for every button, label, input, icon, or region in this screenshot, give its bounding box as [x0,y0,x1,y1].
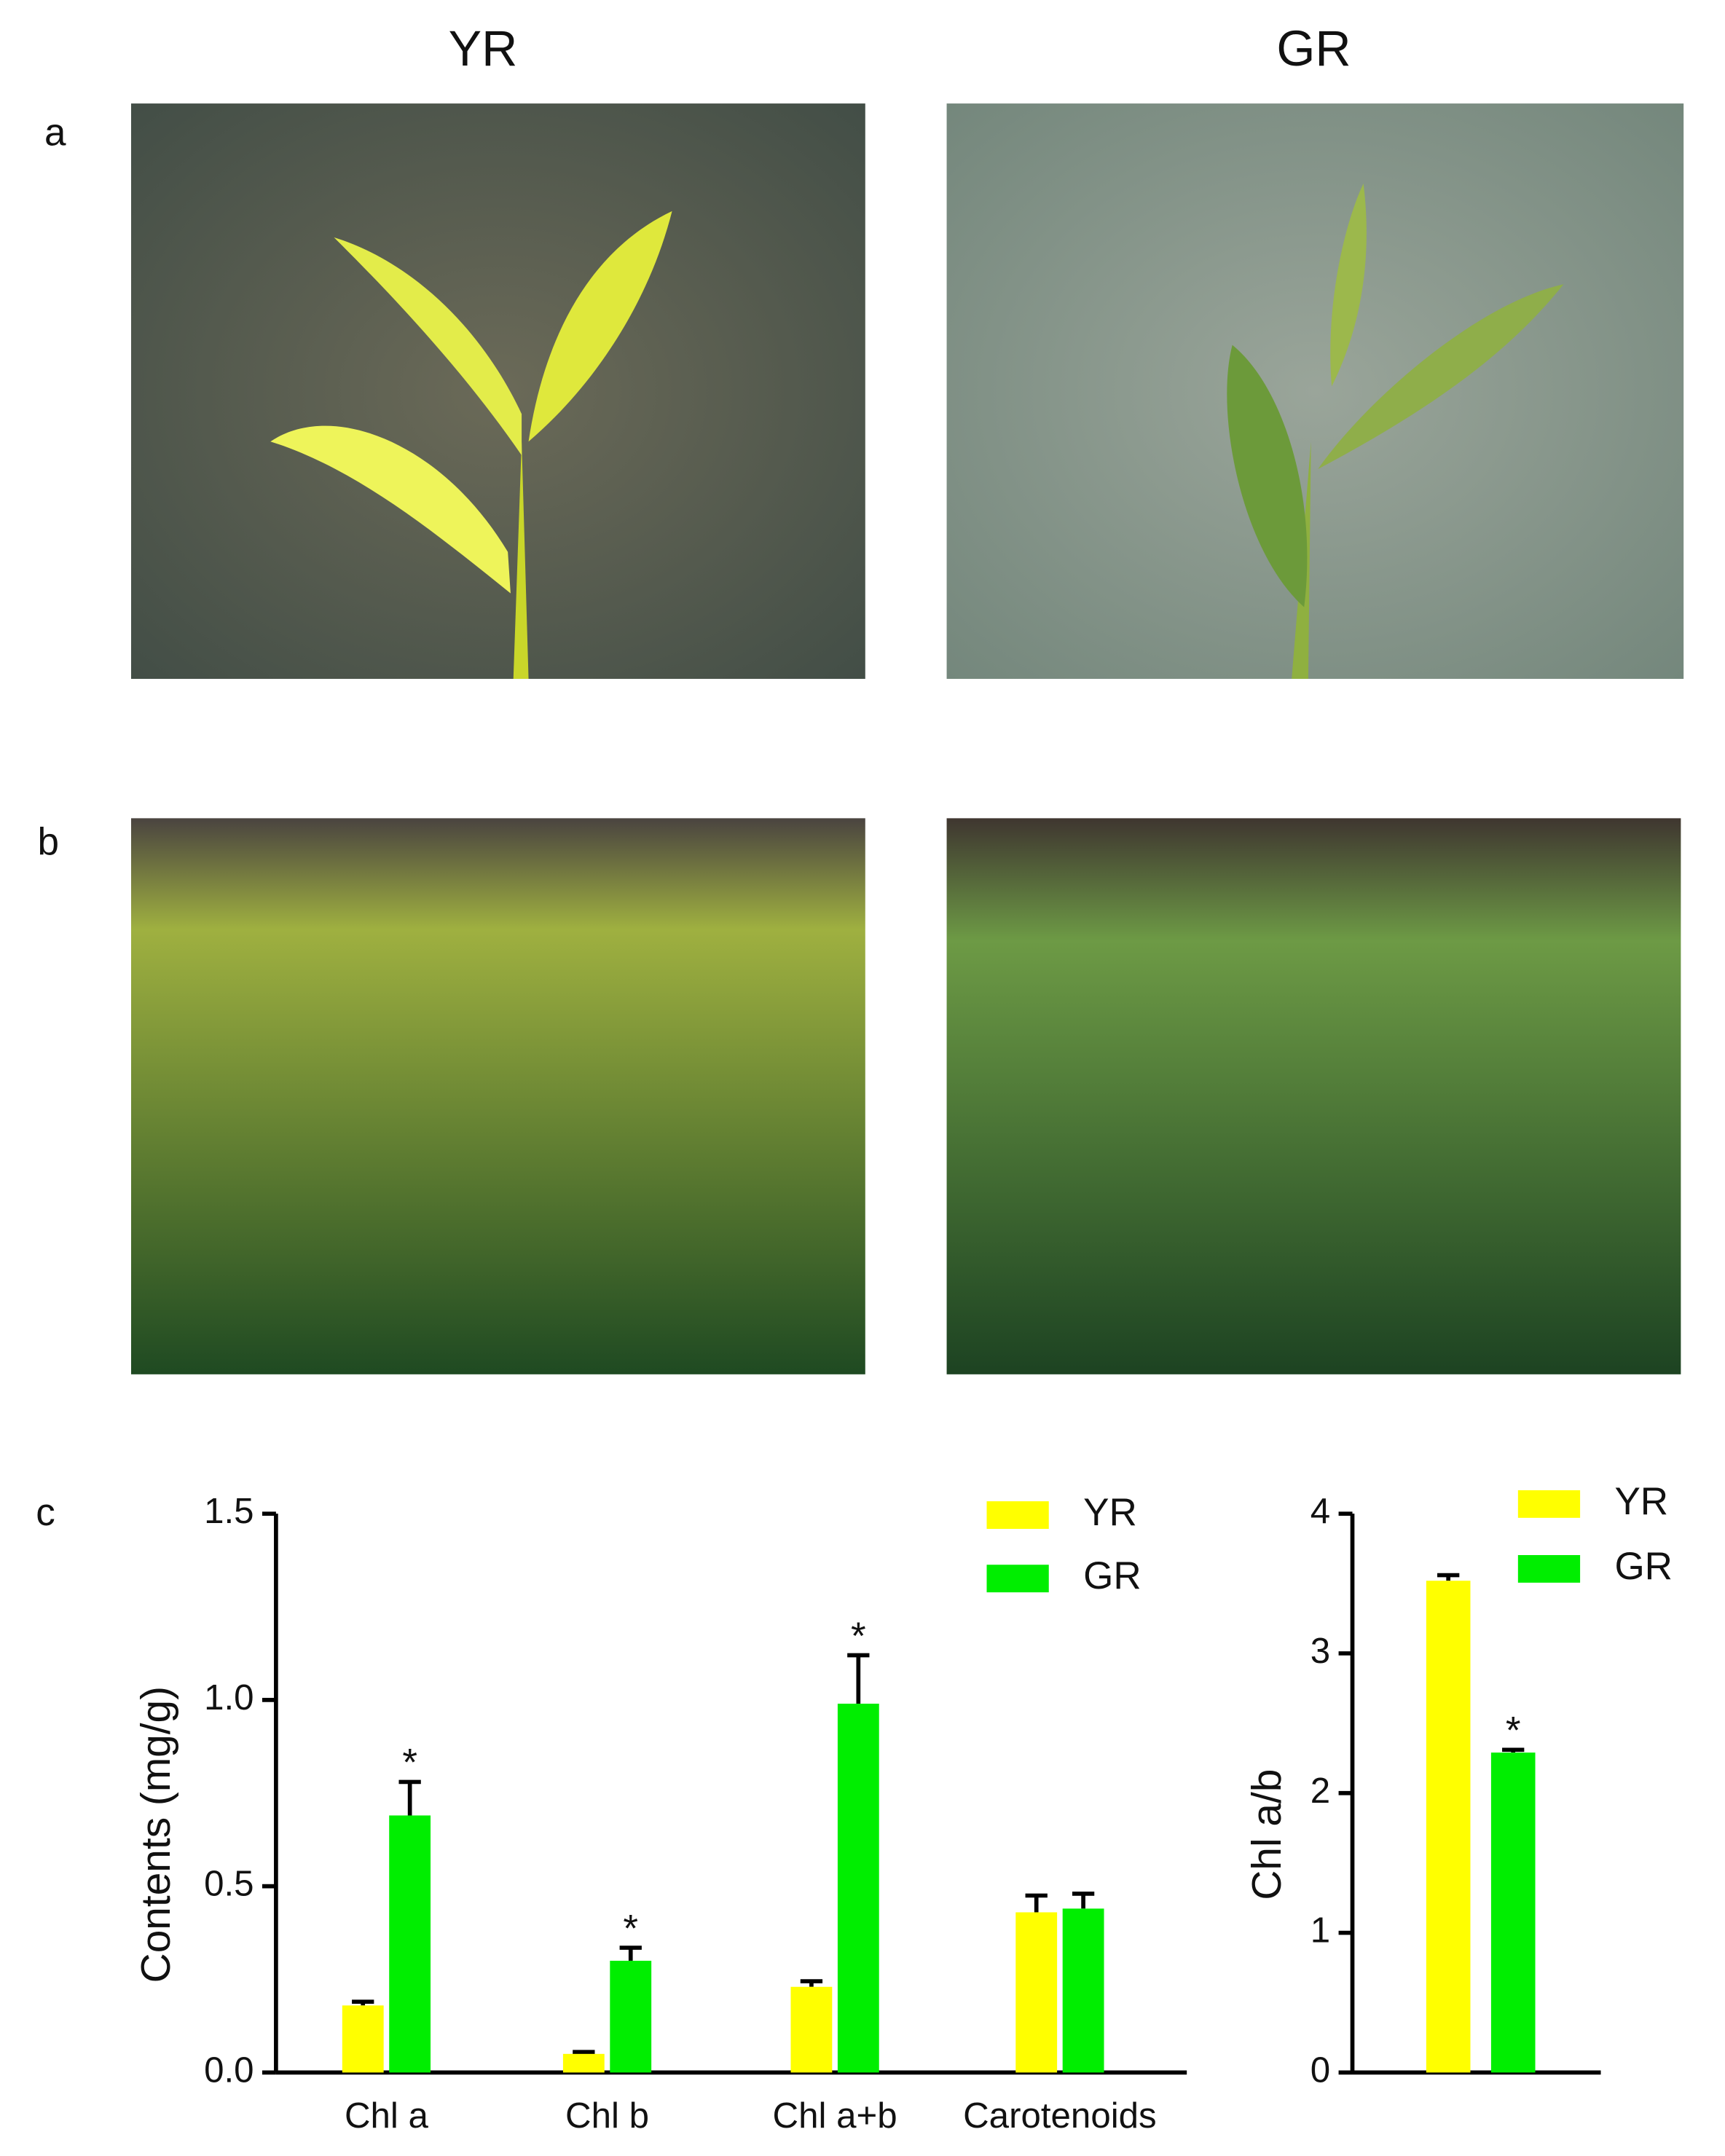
x-tick-label: Chl b [565,2096,649,2136]
bar [1490,1752,1536,2073]
y-tick-label: 2 [1311,1771,1330,1811]
bar [610,1960,652,2073]
x-tick-label: Chl a [345,2096,429,2136]
photo-yr-shoot [130,103,865,680]
bar [342,2005,384,2073]
significance-mark: * [851,1615,866,1658]
y-tick-label: 0.5 [204,1864,254,1904]
panel-label: c [36,1491,55,1534]
bar [1426,1581,1471,2073]
legend-label: YR [1614,1480,1668,1523]
panel-label: a [44,111,66,154]
legend-swatch [1517,1490,1581,1518]
panel-label: b [38,820,60,863]
bar [790,1986,833,2073]
legend-swatch [1517,1554,1581,1583]
y-tick-label: 0 [1311,2050,1330,2090]
legend-swatch [986,1565,1049,1593]
photo-gr-bush [946,818,1681,1374]
bar [1062,1908,1104,2073]
y-tick-label: 0.0 [204,2050,254,2090]
x-tick-label: Chl a+b [773,2096,897,2136]
photo-yr-bush [130,818,865,1374]
y-tick-label: 1.5 [204,1491,254,1531]
column-header: GR [1276,21,1351,76]
legend-label: GR [1083,1554,1142,1597]
y-tick-label: 3 [1311,1631,1330,1671]
y-axis-label: Chl a/b [1244,1769,1290,1900]
legend-label: GR [1614,1545,1673,1588]
y-tick-label: 1.0 [204,1677,254,1718]
significance-mark: * [623,1907,638,1950]
legend-swatch [986,1501,1049,1529]
y-axis-label: Contents (mg/g) [133,1686,179,1983]
significance-mark: * [402,1742,417,1785]
bar [837,1704,879,2073]
bar [1015,1912,1058,2073]
legend-label: YR [1083,1491,1137,1534]
significance-mark: * [1506,1710,1521,1752]
bar [389,1815,431,2073]
x-tick-label: Carotenoids [963,2096,1157,2136]
y-tick-label: 4 [1311,1491,1330,1531]
column-header: YR [449,21,518,76]
y-tick-label: 1 [1311,1911,1330,1951]
photo-gr-shoot [946,103,1684,680]
bar [562,2053,605,2073]
